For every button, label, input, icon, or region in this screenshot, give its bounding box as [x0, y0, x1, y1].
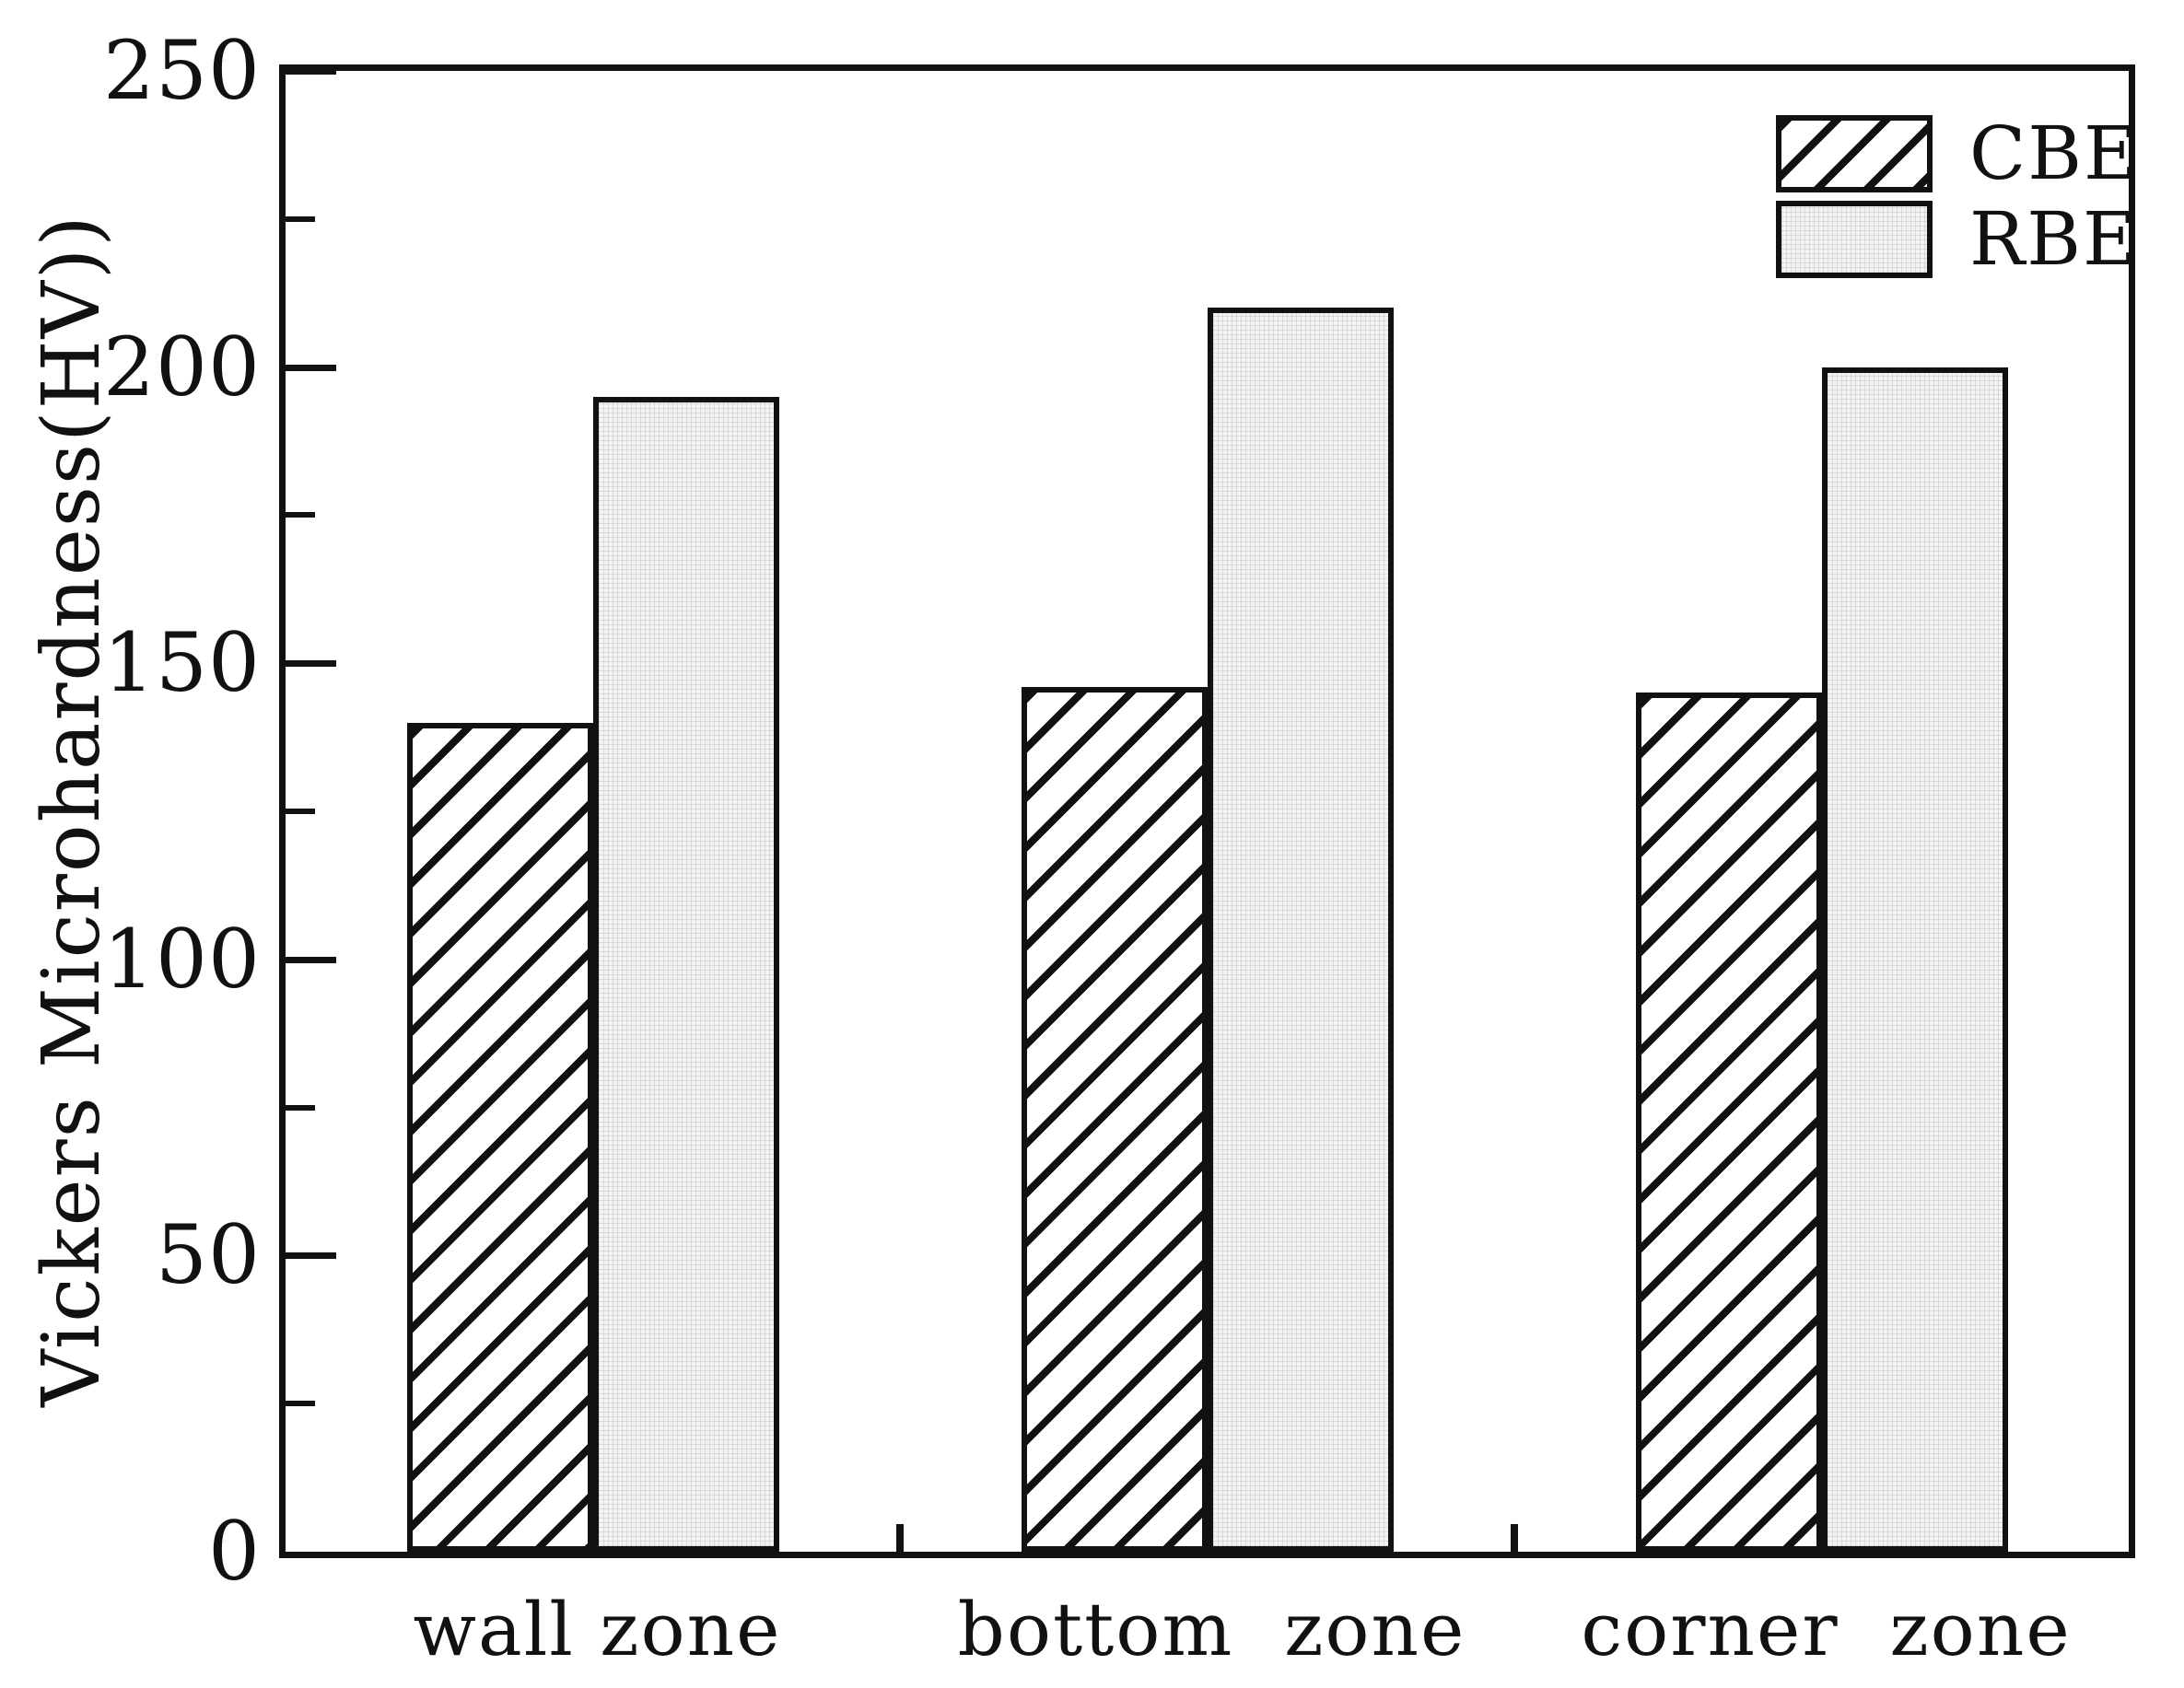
- y-tick-label-0: 0: [208, 1504, 261, 1599]
- y-major-tick-200: [286, 364, 336, 371]
- y-tick-label-150: 150: [103, 615, 261, 711]
- y-minor-tick-25: [286, 1401, 315, 1407]
- bar-cbe-corner-zone: [1635, 693, 1822, 1552]
- y-tick-label-200: 200: [103, 319, 261, 414]
- bar-rbe-bottom-zone: [1207, 308, 1394, 1552]
- bar-cbe-bottom-zone: [1021, 686, 1208, 1552]
- legend: CBE RBE: [1776, 115, 2139, 278]
- plot-inner: CBE RBE: [286, 68, 2137, 1552]
- y-tick-label-100: 100: [103, 911, 261, 1007]
- y-minor-tick-75: [286, 1104, 315, 1111]
- legend-swatch-cbe: [1776, 115, 1933, 192]
- x-boundary-tick-2: [1511, 1524, 1518, 1552]
- y-major-tick-250: [286, 68, 336, 75]
- bar-rbe-wall-zone: [592, 396, 779, 1552]
- y-minor-tick-125: [286, 809, 315, 814]
- y-major-tick-50: [286, 1252, 336, 1260]
- x-tick-label-wall-zone: wall zone: [413, 1587, 782, 1672]
- legend-item-rbe: RBE: [1776, 201, 2139, 278]
- bar-rbe-corner-zone: [1821, 367, 2008, 1552]
- y-tick-label-50: 50: [156, 1207, 261, 1303]
- y-major-tick-150: [286, 660, 336, 668]
- legend-swatch-rbe: [1776, 201, 1933, 278]
- y-tick-label-250: 250: [103, 23, 261, 118]
- legend-label-cbe: CBE: [1969, 111, 2140, 196]
- plot-area: CBE RBE: [279, 64, 2137, 1558]
- x-boundary-tick-1: [896, 1524, 904, 1552]
- x-tick-label-bottom-zone: bottom zone: [957, 1587, 1466, 1672]
- y-major-tick-100: [286, 956, 336, 963]
- x-tick-label-corner-zone: corner zone: [1581, 1587, 2072, 1672]
- bar-cbe-wall-zone: [406, 722, 593, 1552]
- legend-label-rbe: RBE: [1969, 196, 2139, 282]
- y-minor-tick-175: [286, 512, 315, 518]
- y-minor-tick-225: [286, 215, 315, 222]
- legend-item-cbe: CBE: [1776, 115, 2139, 192]
